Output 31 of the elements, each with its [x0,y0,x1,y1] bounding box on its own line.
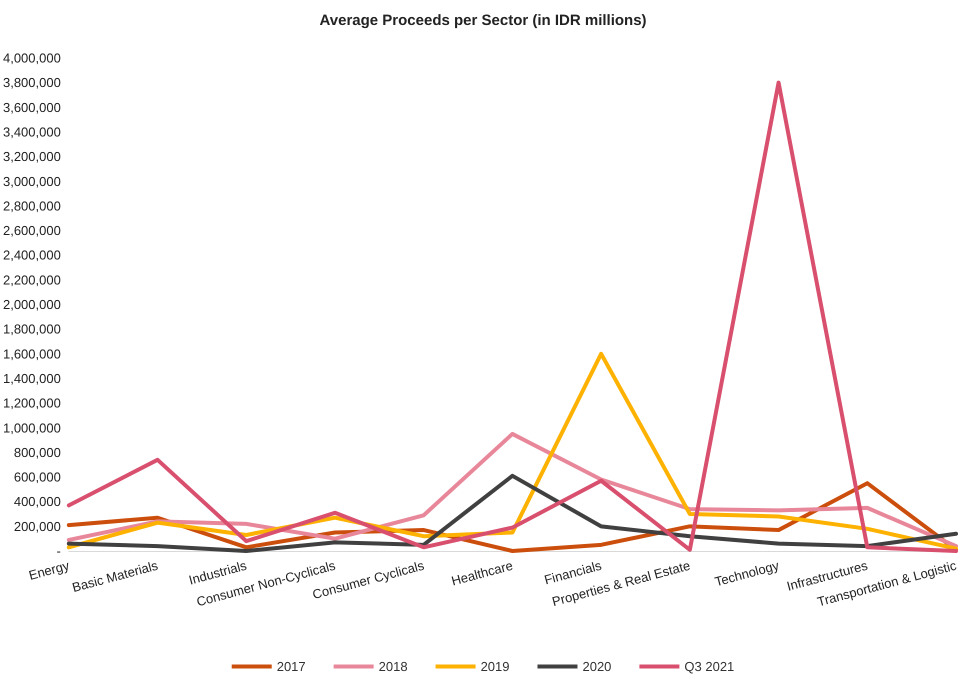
y-tick-label: 4,000,000 [2,50,61,66]
legend-label: Q3 2021 [684,659,734,674]
y-tick-label: - [56,544,61,558]
y-tick-label: 3,800,000 [2,75,61,90]
legend-label: 2018 [378,659,408,674]
y-tick-label: 1,600,000 [2,346,61,362]
line-series [66,432,958,548]
y-tick-label: 1,000,000 [2,420,61,436]
x-tick-label: Basic Materials [70,558,160,596]
y-tick-label: 2,800,000 [2,198,61,214]
y-tick-label: 1,400,000 [2,370,61,386]
y-tick-label: 3,600,000 [2,100,61,115]
legend-label: 2020 [582,659,612,674]
y-tick-label: 2,200,000 [2,272,61,288]
legend-label: 2019 [480,659,510,674]
y-tick-label: 2,600,000 [2,223,61,238]
legend-label: 2017 [276,659,306,674]
y-tick-label: 2,000,000 [2,297,61,312]
y-tick-label: 1,200,000 [2,396,61,411]
y-tick-label: 1,800,000 [2,322,61,337]
y-tick-label: 200,000 [14,518,61,534]
y-tick-label: 600,000 [14,470,61,485]
y-tick-label: 3,200,000 [2,149,61,164]
line-series [66,80,958,553]
y-tick-label: 3,400,000 [2,124,61,140]
x-tick-label: Energy [27,558,72,583]
chart-title: Average Proceeds per Sector (in IDR millions) [319,12,647,29]
y-tick-label: 2,400,000 [2,248,61,263]
y-tick-label: 400,000 [14,494,61,510]
y-tick-label: 3,000,000 [2,174,61,189]
y-tick-label: 800,000 [14,444,61,460]
